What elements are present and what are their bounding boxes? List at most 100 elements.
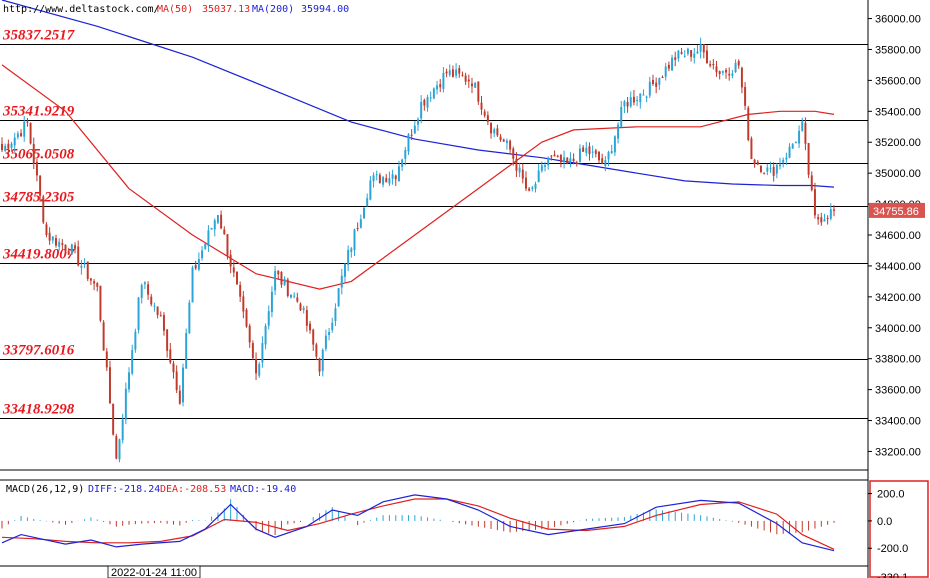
candle-body — [309, 323, 312, 331]
candle-body — [134, 331, 137, 350]
candle-body — [245, 309, 248, 327]
level-label: 33418.9298 — [2, 402, 75, 418]
candle-body — [388, 178, 391, 184]
candle-body — [404, 149, 407, 159]
candle-body — [331, 322, 334, 331]
candle-body — [639, 93, 642, 103]
candle-body — [537, 170, 540, 183]
candle-body — [258, 364, 261, 376]
candle-body — [226, 234, 229, 256]
candle-body — [236, 271, 238, 285]
candle-body — [569, 158, 572, 162]
candle-body — [432, 88, 435, 99]
candle-body — [833, 209, 835, 211]
candle-body — [826, 218, 829, 220]
candle-body — [451, 69, 454, 77]
candle-body — [540, 165, 543, 171]
candle-body — [674, 57, 677, 60]
candle-body — [693, 53, 696, 58]
candle-body — [442, 72, 445, 89]
candle-body — [347, 250, 350, 265]
candle-body — [312, 329, 315, 345]
candle-body — [324, 335, 327, 349]
ma200-label: MA(200) — [252, 4, 294, 15]
candle-body — [671, 57, 674, 71]
level-label: 35837.2517 — [2, 28, 75, 44]
macd-diff-line — [1, 494, 835, 552]
candle-body — [544, 165, 547, 167]
candle-body — [785, 157, 788, 160]
candle-body — [636, 100, 639, 102]
candle-body — [169, 349, 172, 363]
candle-body — [191, 267, 194, 303]
candle-body — [172, 363, 175, 373]
candle-body — [280, 271, 283, 285]
candle-body — [413, 125, 416, 134]
candle-body — [121, 419, 124, 441]
candle-body — [23, 121, 26, 137]
candle-body — [420, 101, 423, 119]
candle-body — [64, 244, 67, 252]
candle-body — [248, 325, 251, 343]
candle-body — [575, 162, 578, 164]
y-tick-label: 34400.00 — [875, 261, 921, 273]
candle-body — [578, 148, 581, 162]
candle-body — [753, 159, 756, 165]
candle-body — [709, 64, 712, 66]
y-tick-label: 33800.00 — [875, 354, 921, 366]
level-label: 33797.6016 — [2, 343, 75, 359]
candle-body — [534, 184, 537, 189]
candle-body — [55, 238, 57, 246]
candle-body — [210, 227, 213, 230]
candle-body — [715, 66, 718, 73]
ma50-value: 35037.13 — [202, 4, 250, 15]
candle-body — [29, 122, 32, 144]
candle-body — [759, 165, 762, 172]
candle-body — [89, 278, 92, 281]
candle-body — [372, 175, 375, 182]
candle-body — [112, 403, 115, 435]
candle-body — [42, 196, 45, 223]
candle-body — [382, 177, 385, 185]
candle-body — [302, 308, 305, 310]
candle-body — [820, 217, 823, 223]
macd-axis-ticks: 200.0 0.0 -200.0 -330.1 — [868, 489, 908, 578]
candle-body — [582, 147, 585, 152]
candle-body — [296, 297, 299, 302]
candle-body — [334, 308, 337, 322]
candle-body — [823, 219, 826, 222]
candle-body — [378, 174, 381, 183]
candle-body — [150, 296, 153, 305]
candle-body — [166, 329, 169, 351]
candle-body — [547, 157, 550, 166]
candle-body — [601, 158, 604, 164]
candle-body — [769, 168, 772, 170]
candle-body — [391, 174, 394, 179]
candle-body — [286, 279, 289, 296]
source-url: http://www.deltastock.com/ — [3, 4, 160, 15]
candle-body — [216, 215, 219, 223]
y-tick-label: 36000.00 — [875, 14, 921, 26]
candle-body — [70, 244, 73, 255]
candle-body — [629, 97, 632, 107]
candle-body — [499, 136, 502, 141]
candle-body — [86, 261, 89, 279]
macd-tick-label: 200.0 — [877, 489, 905, 501]
candle-body — [553, 154, 556, 157]
candle-body — [718, 71, 721, 75]
candle-body — [721, 71, 724, 73]
candle-body — [318, 358, 321, 372]
candle-body — [115, 436, 118, 459]
candle-body — [274, 271, 277, 291]
candle-body — [137, 297, 140, 330]
candle-body — [585, 147, 588, 153]
candle-body — [645, 96, 648, 98]
candle-body — [289, 294, 292, 298]
candle-body — [731, 73, 734, 76]
candle-body — [772, 167, 775, 176]
candle-body — [655, 82, 658, 87]
candle-body — [185, 332, 188, 369]
candle-body — [829, 209, 832, 219]
macd-macd-value: MACD:-19.40 — [230, 484, 296, 495]
candle-body — [572, 158, 575, 162]
